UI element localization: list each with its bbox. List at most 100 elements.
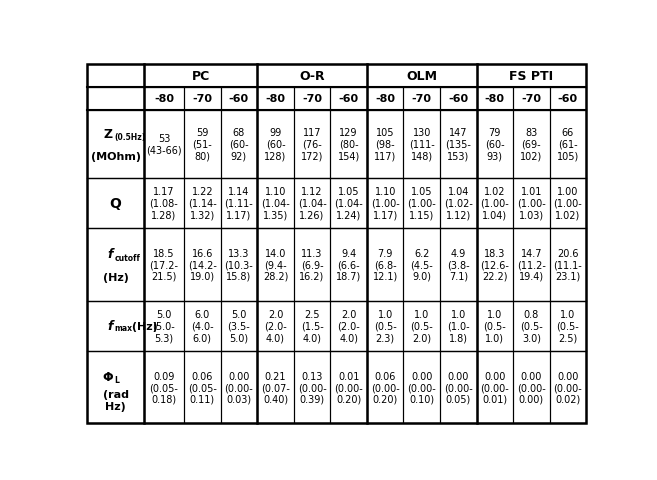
Text: 1.12
(1.04-
1.26): 1.12 (1.04- 1.26) bbox=[298, 187, 327, 220]
Bar bbox=[550, 301, 586, 351]
Text: 53
(43-66): 53 (43-66) bbox=[146, 133, 182, 155]
Text: 1.0
(0.5-
2.0): 1.0 (0.5- 2.0) bbox=[411, 310, 433, 343]
Text: 0.8
(0.5-
3.0): 0.8 (0.5- 3.0) bbox=[520, 310, 543, 343]
Text: 16.6
(14.2-
19.0): 16.6 (14.2- 19.0) bbox=[188, 248, 217, 281]
Text: 1.14
(1.11-
1.17): 1.14 (1.11- 1.17) bbox=[225, 187, 254, 220]
Text: 0.01
(0.00-
0.20): 0.01 (0.00- 0.20) bbox=[334, 371, 363, 404]
Text: -70: -70 bbox=[302, 94, 322, 104]
Bar bbox=[87, 301, 144, 351]
Bar bbox=[87, 88, 144, 110]
Text: 0.00
(0.00-
0.01): 0.00 (0.00- 0.01) bbox=[480, 371, 509, 404]
Text: 13.3
(10.3-
15.8): 13.3 (10.3- 15.8) bbox=[225, 248, 254, 281]
Text: f: f bbox=[108, 320, 113, 333]
Text: 6.0
(4.0-
6.0): 6.0 (4.0- 6.0) bbox=[191, 310, 214, 343]
Text: 117
(76-
172): 117 (76- 172) bbox=[301, 128, 323, 161]
Text: 0.06
(0.05-
0.11): 0.06 (0.05- 0.11) bbox=[188, 371, 217, 404]
Bar bbox=[513, 228, 550, 301]
Bar bbox=[184, 179, 221, 228]
Bar bbox=[221, 351, 257, 423]
Bar bbox=[294, 88, 330, 110]
Text: 147
(135-
153): 147 (135- 153) bbox=[445, 128, 471, 161]
Text: -60: -60 bbox=[448, 94, 468, 104]
Text: cutoff: cutoff bbox=[114, 253, 141, 262]
Bar bbox=[476, 301, 513, 351]
Bar bbox=[221, 301, 257, 351]
Text: 1.17
(1.08-
1.28): 1.17 (1.08- 1.28) bbox=[150, 187, 178, 220]
Bar bbox=[330, 110, 367, 179]
Bar bbox=[367, 351, 403, 423]
Text: 83
(69-
102): 83 (69- 102) bbox=[520, 128, 543, 161]
Bar bbox=[550, 351, 586, 423]
Text: 1.0
(0.5-
2.5): 1.0 (0.5- 2.5) bbox=[556, 310, 579, 343]
Text: 68
(60-
92): 68 (60- 92) bbox=[229, 128, 249, 161]
Text: -60: -60 bbox=[338, 94, 359, 104]
Bar bbox=[440, 110, 476, 179]
Bar bbox=[550, 110, 586, 179]
Text: (Hz): (Hz) bbox=[102, 273, 129, 283]
Text: -80: -80 bbox=[265, 94, 286, 104]
Bar bbox=[513, 179, 550, 228]
Text: O-R: O-R bbox=[299, 70, 325, 83]
Text: 14.0
(9.4-
28.2): 14.0 (9.4- 28.2) bbox=[263, 248, 288, 281]
Bar bbox=[144, 301, 184, 351]
Bar bbox=[403, 110, 440, 179]
Text: 2.0
(2.0-
4.0): 2.0 (2.0- 4.0) bbox=[264, 310, 287, 343]
Bar bbox=[476, 351, 513, 423]
Bar bbox=[513, 351, 550, 423]
Bar bbox=[440, 301, 476, 351]
Text: 1.02
(1.00-
1.04): 1.02 (1.00- 1.04) bbox=[480, 187, 509, 220]
Bar bbox=[403, 88, 440, 110]
Bar bbox=[403, 301, 440, 351]
Bar bbox=[87, 110, 144, 179]
Bar bbox=[476, 65, 586, 88]
Bar bbox=[294, 179, 330, 228]
Bar bbox=[550, 88, 586, 110]
Bar bbox=[440, 88, 476, 110]
Text: 1.04
(1.02-
1.12): 1.04 (1.02- 1.12) bbox=[444, 187, 472, 220]
Text: 0.13
(0.00-
0.39): 0.13 (0.00- 0.39) bbox=[298, 371, 327, 404]
Bar bbox=[403, 351, 440, 423]
Text: 20.6
(11.1-
23.1): 20.6 (11.1- 23.1) bbox=[554, 248, 582, 281]
Bar bbox=[144, 65, 257, 88]
Text: -80: -80 bbox=[154, 94, 174, 104]
Bar bbox=[184, 301, 221, 351]
Text: -70: -70 bbox=[193, 94, 212, 104]
Text: (Hz): (Hz) bbox=[128, 321, 158, 331]
Bar bbox=[330, 179, 367, 228]
Bar bbox=[87, 351, 144, 423]
Text: 1.01
(1.00-
1.03): 1.01 (1.00- 1.03) bbox=[517, 187, 546, 220]
Text: 129
(80-
154): 129 (80- 154) bbox=[338, 128, 360, 161]
Text: 4.9
(3.8-
7.1): 4.9 (3.8- 7.1) bbox=[447, 248, 470, 281]
Text: 66
(61-
105): 66 (61- 105) bbox=[556, 128, 579, 161]
Bar bbox=[257, 351, 294, 423]
Text: 0.09
(0.05-
0.18): 0.09 (0.05- 0.18) bbox=[150, 371, 179, 404]
Text: 1.00
(1.00-
1.02): 1.00 (1.00- 1.02) bbox=[554, 187, 582, 220]
Text: 0.00
(0.00-
0.02): 0.00 (0.00- 0.02) bbox=[554, 371, 582, 404]
Text: 130
(111-
148): 130 (111- 148) bbox=[409, 128, 434, 161]
Text: 6.2
(4.5-
9.0): 6.2 (4.5- 9.0) bbox=[411, 248, 433, 281]
Bar bbox=[144, 179, 184, 228]
Text: 9.4
(6.6-
18.7): 9.4 (6.6- 18.7) bbox=[336, 248, 361, 281]
Text: 1.0
(0.5-
2.3): 1.0 (0.5- 2.3) bbox=[374, 310, 397, 343]
Bar bbox=[221, 228, 257, 301]
Text: 1.0
(0.5-
1.0): 1.0 (0.5- 1.0) bbox=[484, 310, 506, 343]
Text: PC: PC bbox=[191, 70, 210, 83]
Bar bbox=[440, 228, 476, 301]
Bar bbox=[144, 88, 184, 110]
Text: -60: -60 bbox=[229, 94, 249, 104]
Text: -80: -80 bbox=[485, 94, 505, 104]
Text: 2.0
(2.0-
4.0): 2.0 (2.0- 4.0) bbox=[337, 310, 360, 343]
Bar bbox=[550, 228, 586, 301]
Bar bbox=[257, 88, 294, 110]
Text: 7.9
(6.8-
12.1): 7.9 (6.8- 12.1) bbox=[373, 248, 397, 281]
Bar bbox=[257, 65, 367, 88]
Text: -70: -70 bbox=[412, 94, 432, 104]
Text: FS PTI: FS PTI bbox=[509, 70, 553, 83]
Text: 0.06
(0.00-
0.20): 0.06 (0.00- 0.20) bbox=[371, 371, 399, 404]
Text: max: max bbox=[114, 324, 132, 333]
Bar bbox=[476, 228, 513, 301]
Text: OLM: OLM bbox=[406, 70, 437, 83]
Bar bbox=[184, 88, 221, 110]
Bar bbox=[184, 351, 221, 423]
Bar bbox=[476, 88, 513, 110]
